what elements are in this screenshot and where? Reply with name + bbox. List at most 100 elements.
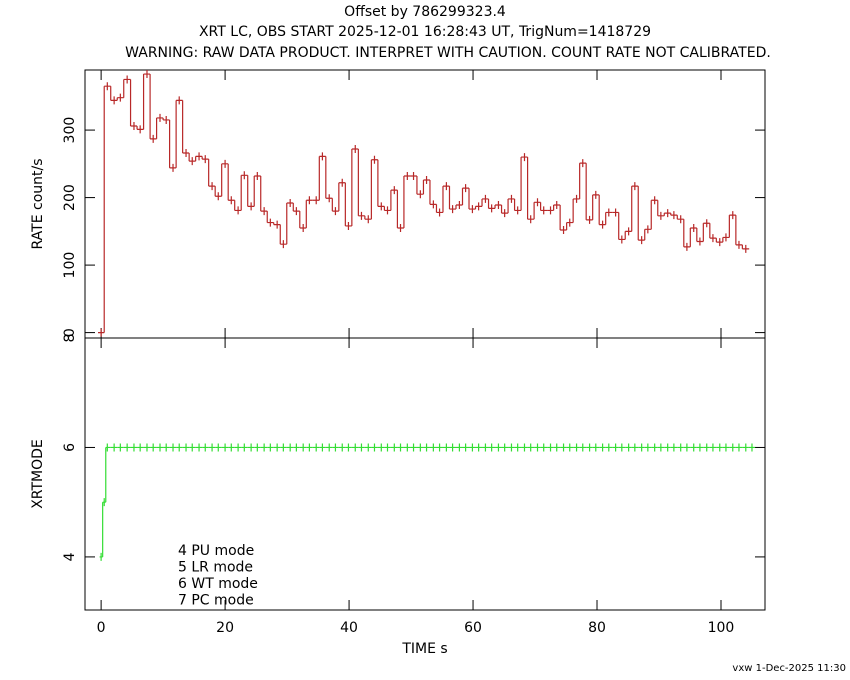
data-point (566, 443, 574, 452)
data-point (612, 208, 619, 217)
data-point (117, 443, 124, 452)
data-point (599, 443, 606, 452)
data-point (286, 198, 294, 207)
data-point (332, 443, 339, 452)
data-point (599, 220, 606, 229)
data-point (560, 225, 567, 234)
data-point (716, 238, 723, 247)
data-point (664, 443, 671, 452)
data-point (657, 443, 665, 452)
data-point (215, 192, 222, 201)
data-point (514, 206, 522, 215)
data-point (618, 235, 626, 244)
mode-legend: 5 LR mode (178, 560, 253, 576)
data-point (377, 443, 385, 452)
data-point (416, 443, 424, 452)
data-point (488, 204, 496, 213)
data-point (553, 443, 561, 452)
data-point (442, 182, 450, 191)
data-point (202, 443, 209, 452)
mode-legend: 7 PC mode (178, 593, 254, 609)
plot-frame (84, 337, 766, 611)
data-point (651, 196, 658, 205)
data-point (716, 443, 723, 452)
data-point (612, 443, 619, 452)
data-point (137, 443, 144, 452)
data-point (527, 215, 535, 224)
data-point (319, 152, 326, 161)
data-point (709, 234, 717, 243)
data-point (104, 82, 111, 91)
data-point (273, 220, 281, 229)
data-point (475, 443, 483, 452)
plot-frame (84, 69, 766, 339)
data-point (247, 443, 255, 452)
warning-note: WARNING: RAW DATA PRODUCT. INTERPRET WIT… (125, 45, 771, 61)
data-point (482, 443, 489, 452)
x-tick-label: 0 (97, 620, 106, 636)
data-point (462, 184, 470, 193)
data-point (423, 443, 430, 452)
data-point (345, 443, 352, 452)
data-point (228, 443, 235, 452)
footer: vxw 1-Dec-2025 11:30 (732, 663, 846, 674)
data-point (729, 443, 736, 452)
data-point (495, 443, 502, 452)
data-point (202, 155, 209, 164)
data-point (351, 443, 359, 452)
data-point (449, 443, 456, 452)
data-point (325, 443, 333, 452)
data-point (123, 75, 131, 84)
data-point (547, 206, 554, 215)
data-point (234, 206, 242, 215)
y-axis-label: XRTMODE (30, 439, 46, 509)
chart-title: Offset by 786299323.4 (344, 4, 506, 20)
data-point (156, 443, 164, 452)
data-point (579, 159, 587, 168)
data-point (110, 96, 118, 105)
data-point (410, 171, 417, 180)
data-point (137, 125, 144, 134)
data-point (351, 144, 359, 153)
data-point (358, 211, 365, 220)
data-point (703, 443, 710, 452)
data-point (247, 202, 255, 211)
data-point (397, 443, 404, 452)
data-point (397, 223, 404, 232)
data-point (742, 244, 750, 253)
data-point (410, 443, 417, 452)
data-point (130, 122, 138, 131)
data-point (683, 242, 691, 251)
data-point (586, 443, 593, 452)
data-point (98, 328, 105, 337)
data-point (540, 443, 548, 452)
data-point (475, 202, 483, 211)
data-point (169, 163, 177, 172)
data-point (195, 443, 203, 452)
data-point (638, 236, 645, 245)
data-point (176, 443, 183, 452)
data-point (150, 443, 157, 452)
data-point (338, 178, 346, 187)
data-point (449, 205, 456, 214)
data-point (319, 443, 326, 452)
y-tick-label: 8 (62, 334, 78, 343)
data-point (384, 443, 391, 452)
data-point (260, 207, 268, 216)
data-point (293, 443, 300, 452)
data-point (189, 443, 196, 452)
data-point (592, 190, 600, 199)
data-point (416, 190, 424, 199)
data-point (670, 443, 678, 452)
data-point (469, 205, 476, 214)
data-point (254, 443, 261, 452)
data-point (208, 182, 216, 191)
y-tick-label: 200 (62, 184, 78, 211)
y-tick-label: 4 (62, 552, 78, 561)
x-tick-label: 100 (708, 620, 735, 636)
data-point (156, 113, 164, 122)
data-point (722, 443, 730, 452)
data-point (130, 443, 138, 452)
data-point (573, 194, 580, 203)
data-point (384, 206, 391, 215)
